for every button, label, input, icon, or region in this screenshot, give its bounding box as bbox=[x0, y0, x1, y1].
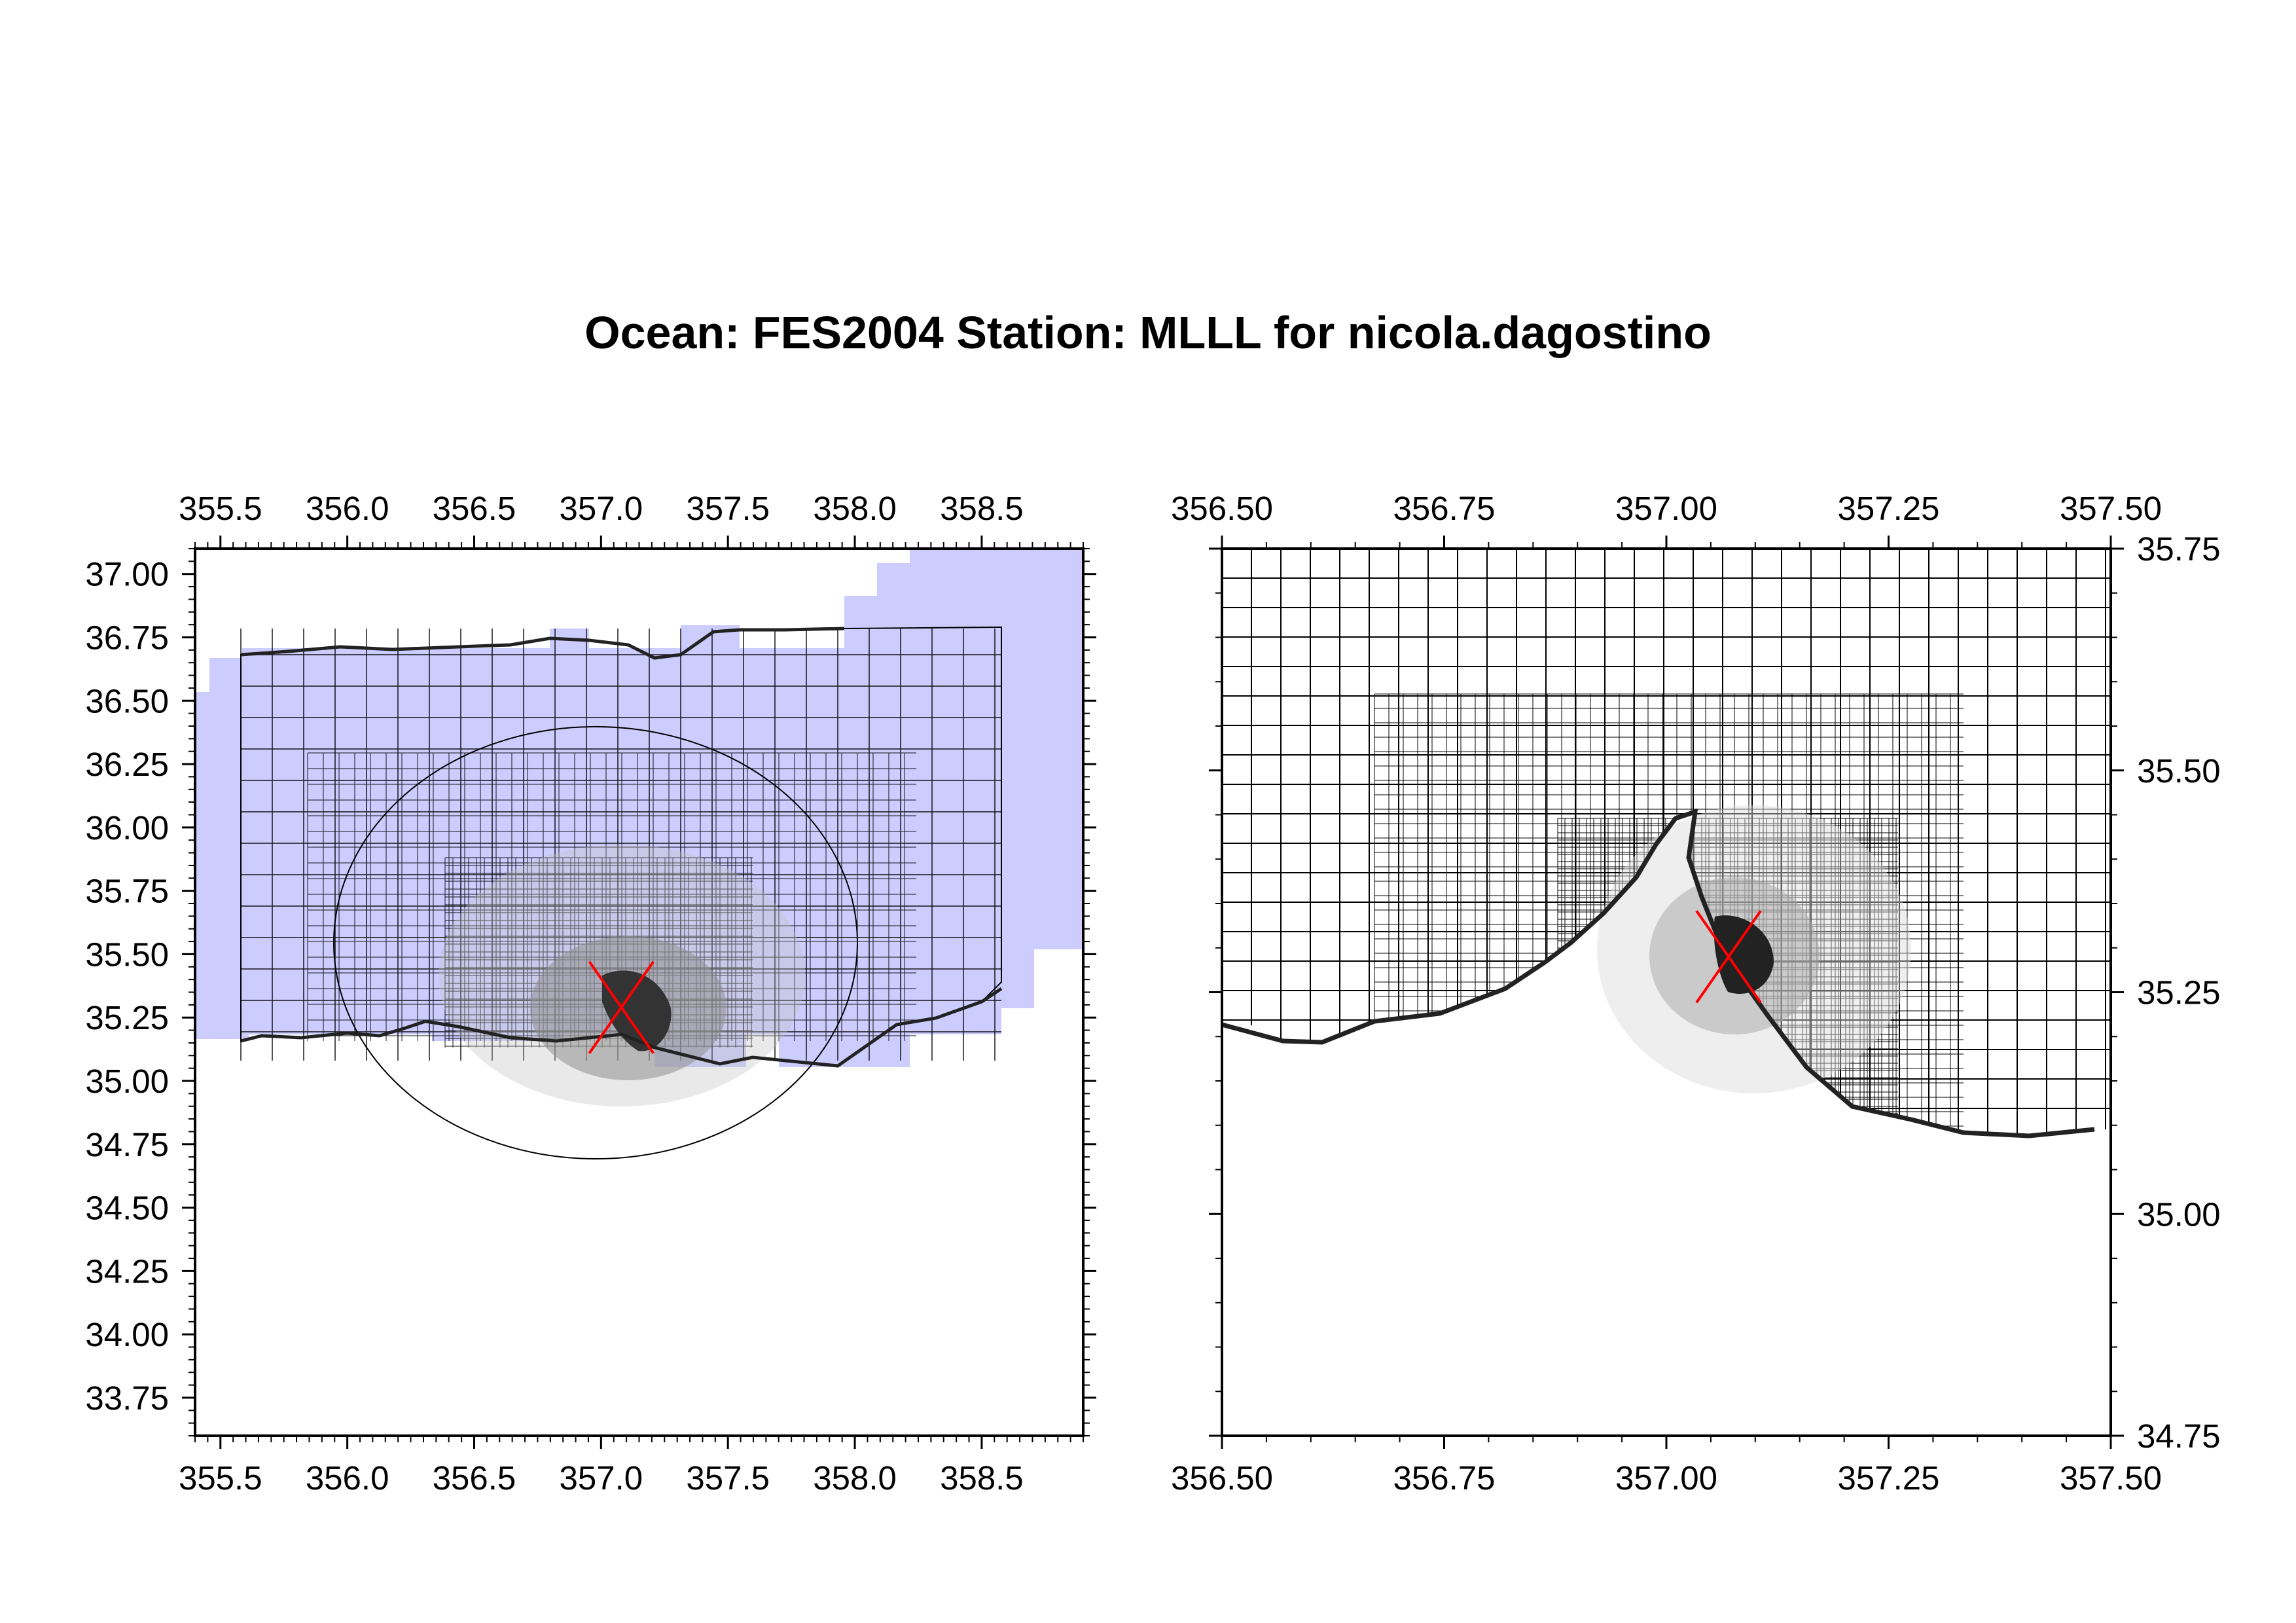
station-x-stroke bbox=[588, 960, 655, 1054]
y-tick-label: 36.50 bbox=[85, 682, 169, 720]
y-tick-label: 35.00 bbox=[85, 1063, 169, 1100]
x-tick-label-top: 357.25 bbox=[1838, 490, 1940, 527]
x-tick-label-bottom: 357.25 bbox=[1838, 1459, 1940, 1497]
x-tick-label-top: 357.5 bbox=[686, 490, 770, 527]
x-tick-label-top: 357.50 bbox=[2060, 490, 2162, 527]
zoom-map-panel: 356.50 356.50 356.75 356.75 357.00 357.00 357.… bbox=[1171, 490, 2221, 1497]
zoom-land-mask bbox=[1222, 812, 2111, 1436]
zoom-map-axes: 356.50 356.50 356.75 356.75 357.00 357.00 357.… bbox=[1171, 490, 2221, 1497]
y-tick-label: 34.50 bbox=[85, 1190, 169, 1227]
coastline-south bbox=[240, 987, 1003, 1068]
y-tick-label: 35.25 bbox=[85, 999, 169, 1036]
x-tick-label-bottom: 358.0 bbox=[813, 1459, 897, 1497]
y-tick-label: 35.00 bbox=[2137, 1195, 2221, 1233]
x-tick-label-top: 358.5 bbox=[940, 490, 1024, 527]
x-tick-label-bottom: 356.50 bbox=[1171, 1459, 1273, 1497]
y-tick-label: 36.25 bbox=[85, 746, 169, 783]
figure-title: Ocean: FES2004 Station: MLLL for nicola.… bbox=[584, 307, 1712, 358]
fine-grid-refinement bbox=[333, 726, 858, 1159]
station-marker-right bbox=[1695, 910, 1762, 1004]
x-tick-label-top: 356.75 bbox=[1393, 490, 1496, 527]
x-tick-label-bottom: 357.00 bbox=[1615, 1459, 1717, 1497]
overview-map-axes: 355.5 355.5 356.0 356.0 356.5 356.5 357.0 357.0… bbox=[85, 490, 1096, 1497]
overview-map-panel: 355.5 355.5 356.0 356.0 356.5 356.5 357.0 357.0… bbox=[85, 490, 1096, 1497]
y-tick-label: 35.50 bbox=[85, 936, 169, 973]
y-tick-label: 34.75 bbox=[85, 1126, 169, 1163]
x-tick-label-top: 356.50 bbox=[1171, 490, 1273, 527]
x-tick-label-top: 357.00 bbox=[1615, 490, 1717, 527]
y-tick-label: 36.00 bbox=[85, 809, 169, 847]
x-tick-label-top: 357.0 bbox=[560, 490, 643, 527]
station-x-stroke bbox=[1695, 910, 1762, 1004]
x-tick-label-top: 356.5 bbox=[433, 490, 516, 527]
y-tick-label: 35.75 bbox=[85, 873, 169, 910]
x-tick-label-bottom: 357.0 bbox=[560, 1459, 643, 1497]
x-tick-label-top: 355.5 bbox=[179, 490, 262, 527]
x-tick-label-bottom: 357.50 bbox=[2060, 1459, 2162, 1497]
y-tick-label: 35.75 bbox=[2137, 530, 2221, 568]
y-tick-label: 33.75 bbox=[85, 1379, 169, 1417]
station-marker-left bbox=[588, 960, 655, 1054]
x-tick-label-bottom: 357.5 bbox=[686, 1459, 770, 1497]
x-tick-label-bottom: 358.5 bbox=[940, 1459, 1024, 1497]
y-tick-label: 35.25 bbox=[2137, 974, 2221, 1012]
y-tick-label: 34.75 bbox=[2137, 1417, 2221, 1455]
y-tick-label: 34.00 bbox=[85, 1316, 169, 1353]
x-tick-label-top: 358.0 bbox=[813, 490, 897, 527]
zoom-fine-grid bbox=[1597, 805, 1911, 1093]
x-tick-label-top: 356.0 bbox=[306, 490, 389, 527]
x-tick-label-bottom: 355.5 bbox=[179, 1459, 262, 1497]
x-tick-label-bottom: 356.0 bbox=[306, 1459, 389, 1497]
x-tick-label-bottom: 356.5 bbox=[433, 1459, 516, 1497]
y-tick-label: 34.25 bbox=[85, 1252, 169, 1290]
y-tick-label: 35.50 bbox=[2137, 752, 2221, 790]
y-tick-label: 36.75 bbox=[85, 619, 169, 657]
x-tick-label-bottom: 356.75 bbox=[1393, 1459, 1496, 1497]
y-tick-label: 37.00 bbox=[85, 556, 169, 593]
coastline-north bbox=[240, 627, 845, 660]
zoom-coastline bbox=[1222, 808, 2095, 1139]
